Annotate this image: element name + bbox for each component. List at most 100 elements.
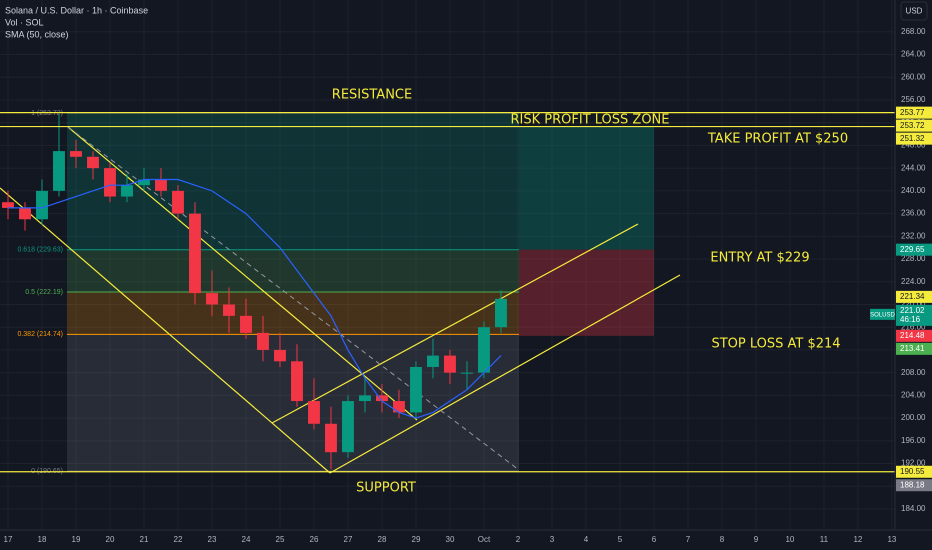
y-tick-label: 268.00 [901, 27, 926, 36]
trend-line [271, 223, 639, 424]
fib-zone [67, 249, 519, 293]
x-tick-label: 13 [887, 535, 896, 544]
candle-body [308, 401, 320, 424]
currency[interactable]: USD [906, 7, 923, 16]
x-tick-label: 21 [140, 535, 149, 544]
candle-body [410, 366, 422, 413]
y-tick-label: 232.00 [901, 231, 926, 240]
price-tag-label: 214.48 [900, 331, 925, 340]
x-tick-label: 17 [4, 535, 13, 544]
x-tick-label: 24 [242, 535, 251, 544]
candle-body [172, 190, 184, 214]
x-tick-label: 12 [853, 535, 862, 544]
price-tag-label: 251.32 [900, 134, 925, 143]
loss-zone [519, 249, 654, 336]
y-tick-label: 220.00 [901, 300, 926, 309]
candle-body [240, 315, 252, 333]
y-tick-label: 196.00 [901, 436, 926, 445]
x-tick-label: 7 [686, 535, 691, 544]
x-tick-label: 10 [785, 535, 794, 544]
candle-body [70, 151, 82, 157]
y-tick-label: 256.00 [901, 95, 926, 104]
y-tick-label: 208.00 [901, 368, 926, 377]
price-axis [895, 0, 932, 550]
annotation: RESISTANCE [332, 88, 412, 103]
x-tick-label: 19 [72, 535, 81, 544]
x-tick-label: Oct [478, 535, 491, 544]
x-tick-label: 23 [208, 535, 217, 544]
x-tick-label: 30 [446, 535, 455, 544]
header: Vol · SOL [5, 17, 44, 27]
x-tick-label: 5 [618, 535, 623, 544]
candle-body [325, 423, 337, 453]
x-tick-label: 22 [174, 535, 183, 544]
fib-label: 0.618 (229.63) [17, 247, 63, 254]
fib-label: 1 (253.72) [31, 110, 63, 117]
fib-label: 0.5 (222.19) [25, 289, 63, 296]
currency-button[interactable] [900, 1, 928, 21]
candle-body [274, 349, 286, 362]
header: SMA (50, close) [5, 29, 69, 39]
annotation: STOP LOSS AT $214 [711, 337, 840, 352]
symbol: SOLUSD [870, 312, 895, 318]
candle-body [104, 168, 116, 197]
price-tag [896, 465, 932, 478]
price-tag [896, 342, 932, 355]
price-tag [896, 290, 932, 303]
candle-body [393, 401, 405, 413]
annotation: SUPPORT [356, 481, 416, 496]
candle-body [2, 202, 14, 208]
profit-zone [519, 126, 654, 250]
header: Solana / U.S. Dollar · 1h · Coinbase [5, 5, 148, 15]
price-tag [896, 119, 932, 132]
trend-line [0, 187, 331, 474]
candle-body [291, 361, 303, 402]
y-tick-label: 204.00 [901, 390, 926, 399]
y-tick-label: 228.00 [901, 254, 926, 263]
candle-body [206, 293, 218, 305]
candle-body [53, 151, 65, 191]
y-tick-label: 260.00 [901, 72, 926, 81]
y-tick-label: 264.00 [901, 50, 926, 59]
candle-body [121, 185, 133, 197]
symbol-tag [870, 308, 895, 320]
price-tag [896, 329, 932, 342]
x-tick-label: 2 [516, 535, 521, 544]
y-tick-label: 244.00 [901, 163, 926, 172]
candle-body [495, 298, 507, 328]
candle-body [461, 372, 473, 374]
price-tag [896, 243, 932, 256]
y-tick-label: 216.00 [901, 322, 926, 331]
x-tick-label: 28 [378, 535, 387, 544]
price-tag-label: 188.18 [900, 480, 925, 489]
x-tick-label: 26 [310, 535, 319, 544]
candle-body [376, 395, 388, 402]
y-tick-label: 192.00 [901, 459, 926, 468]
annotation: ENTRY AT $229 [710, 251, 809, 266]
x-tick-label: 6 [652, 535, 657, 544]
candle-body [87, 156, 99, 169]
candle-body [155, 179, 167, 191]
price-tag [896, 106, 932, 119]
price-tag-label: 229.65 [900, 245, 925, 254]
y-tick-label: 248.00 [901, 141, 926, 150]
trend-line [67, 126, 418, 421]
trend-line [329, 274, 681, 474]
candle-body [478, 327, 490, 373]
price-tag-label: 221.34 [900, 292, 925, 301]
fib-zone [67, 112, 519, 250]
x-tick-label: 29 [412, 535, 421, 544]
fib-label: 0.382 (214.74) [17, 331, 63, 338]
trend-lines [0, 126, 681, 474]
fib-zone [67, 292, 519, 335]
price-tag-label: 190.55 [900, 467, 925, 476]
candle-body [36, 190, 48, 220]
price-tag-label: 253.77 [900, 108, 925, 117]
price-tag-label: 213.41 [900, 344, 925, 353]
annotation: RISK PROFIT LOSS ZONE [511, 113, 670, 128]
y-tick-label: 184.00 [901, 504, 926, 513]
y-tick-label: 224.00 [901, 277, 926, 286]
last-price: 221.02 [900, 306, 925, 315]
